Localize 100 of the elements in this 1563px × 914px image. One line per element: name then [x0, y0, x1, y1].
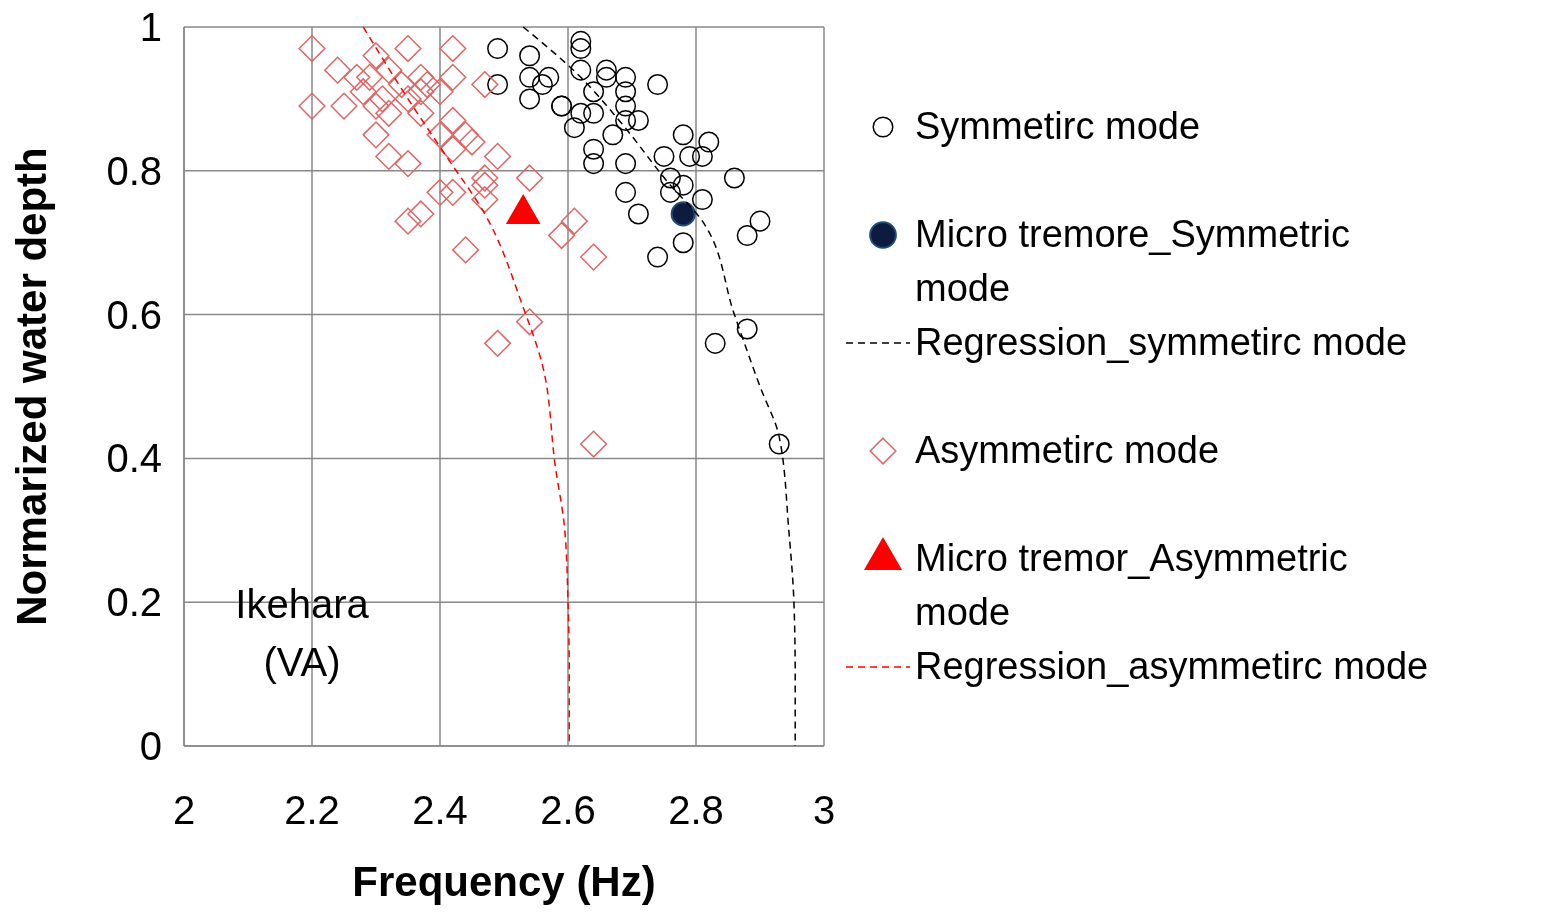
point [570, 38, 592, 60]
point [519, 66, 541, 88]
point [375, 99, 403, 127]
point [691, 189, 713, 211]
point [580, 430, 608, 458]
point [343, 63, 371, 91]
point [595, 59, 617, 81]
point [768, 433, 790, 455]
y-tick-label: 0.6 [106, 292, 162, 337]
point [298, 34, 326, 63]
point [458, 128, 486, 156]
point [407, 200, 435, 228]
y-axis-title: Normarized water depth [8, 147, 55, 626]
y-tick-label: 1 [139, 5, 162, 49]
point [670, 201, 696, 227]
point [426, 178, 454, 206]
point [691, 145, 713, 167]
point [672, 174, 694, 196]
point [471, 185, 499, 214]
point [627, 109, 649, 131]
point [672, 124, 694, 146]
point [519, 45, 541, 67]
point [615, 181, 637, 203]
point [407, 78, 435, 106]
x-tick-label: 2 [172, 788, 196, 832]
point [583, 81, 605, 103]
point [749, 210, 771, 232]
x-tick-label: 2.2 [284, 788, 340, 832]
point [452, 236, 480, 264]
point [736, 225, 758, 247]
legend-label: Regression_asymmetirc mode [915, 645, 1429, 687]
point [531, 74, 553, 96]
point [394, 85, 422, 113]
point [723, 167, 745, 189]
y-tick-label: 0.8 [106, 148, 162, 193]
point [659, 167, 681, 189]
point [375, 142, 403, 170]
point [487, 38, 509, 60]
point [324, 56, 352, 84]
y-tick-label: 0.2 [106, 580, 162, 625]
point [362, 121, 390, 149]
legend-label: Micro tremor_Asymmetric mode [915, 537, 1348, 633]
point [471, 171, 499, 199]
y-tick-label: 0.4 [106, 436, 162, 481]
point [659, 181, 681, 203]
x-tick-label: 2.6 [540, 788, 596, 832]
point [516, 308, 544, 336]
legend-label: Symmetirc mode [915, 105, 1201, 147]
point [698, 131, 720, 153]
point [452, 121, 480, 149]
x-axis-title: Frequency (Hz) [352, 858, 656, 905]
point [375, 56, 403, 84]
point [484, 329, 512, 357]
point [487, 74, 509, 96]
point [563, 117, 585, 139]
point [413, 70, 441, 99]
point [471, 70, 499, 99]
point [407, 99, 435, 127]
point [570, 59, 592, 81]
point [439, 106, 467, 135]
legend-label: Asymmetirc mode [915, 429, 1220, 471]
point [426, 121, 454, 149]
point [362, 42, 390, 70]
point [672, 232, 694, 254]
point [298, 92, 326, 120]
legend-label: Micro tremore_Symmetric mode [915, 213, 1350, 309]
point [349, 78, 377, 106]
y-tick-label: 0 [139, 724, 162, 768]
point [471, 164, 499, 192]
point [570, 102, 592, 124]
point [368, 85, 396, 113]
point [627, 203, 649, 225]
point [653, 145, 675, 167]
point [439, 135, 467, 163]
point [580, 243, 608, 271]
point [519, 88, 541, 110]
point [394, 34, 422, 63]
point [560, 207, 588, 235]
point [439, 63, 467, 91]
point [615, 66, 637, 88]
point [538, 66, 560, 88]
line-series [522, 26, 796, 747]
point [615, 109, 637, 131]
point [583, 138, 605, 160]
point [602, 124, 624, 146]
point [595, 66, 617, 88]
point [426, 78, 454, 106]
point [394, 207, 422, 235]
point [516, 164, 544, 192]
point [679, 145, 701, 167]
point [704, 332, 726, 354]
point [736, 318, 758, 340]
point [362, 92, 390, 120]
point [583, 153, 605, 175]
point [394, 150, 422, 178]
annotation: Ikehara (VA) [235, 582, 370, 684]
point [439, 178, 467, 206]
point [647, 246, 669, 268]
point [615, 81, 637, 103]
x-tick-label: 2.4 [412, 788, 468, 832]
